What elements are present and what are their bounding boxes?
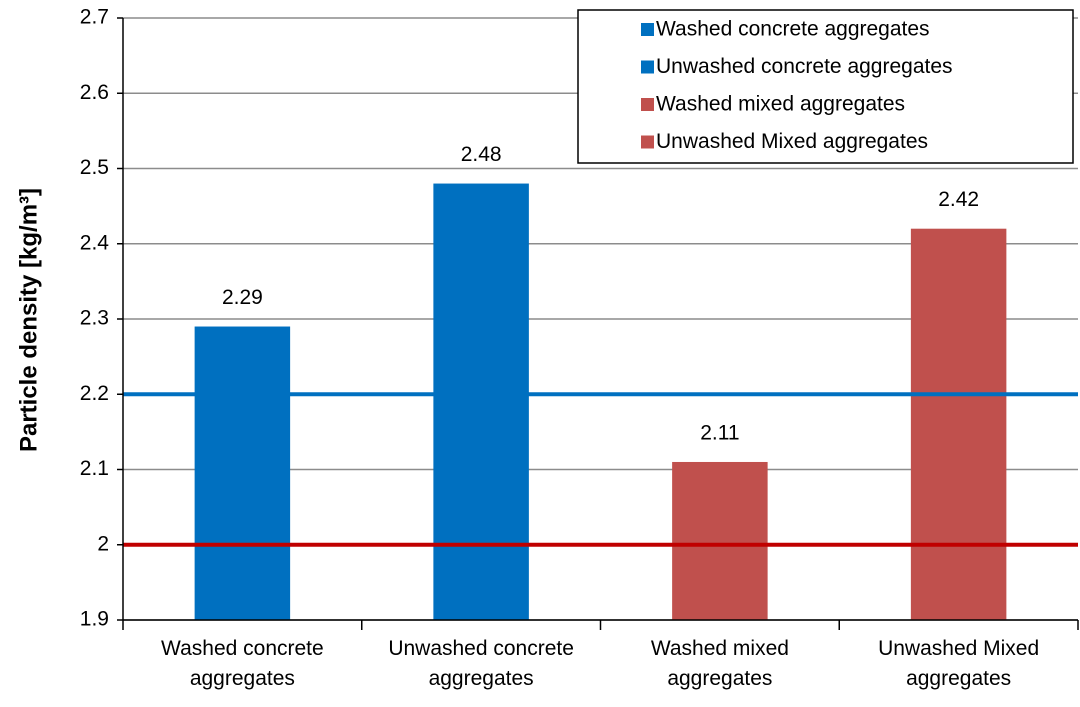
y-axis-label: Particle density [kg/m³] xyxy=(15,188,42,452)
x-tick-label: Washed concrete aggregates xyxy=(161,637,324,690)
x-tick-label-box: Unwashed concrete aggregates xyxy=(388,637,574,690)
y-tick-label: 1.9 xyxy=(80,608,109,631)
data-label: 2.48 xyxy=(461,143,502,166)
y-tick-label: 2.2 xyxy=(80,382,109,405)
legend-label: Washed mixed aggregates xyxy=(656,93,905,116)
x-tick-label: Unwashed concrete aggregates xyxy=(388,637,574,690)
x-tick-label-box: Washed mixed aggregates xyxy=(650,637,789,690)
y-tick-label: 2.3 xyxy=(80,307,109,330)
y-tick-label: 2.7 xyxy=(80,6,109,29)
bar xyxy=(194,326,291,620)
bar xyxy=(433,183,529,621)
legend-label: Washed concrete aggregates xyxy=(656,18,930,41)
y-tick-label: 2.6 xyxy=(80,81,109,104)
legend-label: Unwashed concrete aggregates xyxy=(656,55,953,78)
y-tick-label: 2 xyxy=(97,532,109,555)
legend-box xyxy=(577,9,1074,164)
x-tick-label-box: Unwashed Mixed aggregates xyxy=(878,637,1040,690)
data-label: 2.29 xyxy=(222,286,263,309)
bar xyxy=(910,228,1007,620)
y-tick-label: 2.5 xyxy=(80,156,109,179)
data-label: 2.42 xyxy=(938,188,979,211)
bar xyxy=(672,461,768,620)
legend-swatch xyxy=(641,98,654,111)
y-tick-label: 2.4 xyxy=(80,231,110,254)
x-tick-label: Unwashed Mixed aggregates xyxy=(878,637,1040,690)
y-tick-label: 2.1 xyxy=(80,457,109,480)
legend-swatch xyxy=(641,60,654,74)
legend-label: Unwashed Mixed aggregates xyxy=(656,130,928,153)
x-tick-label-box: Washed concrete aggregates xyxy=(161,637,324,690)
x-tick-label: Washed mixed aggregates xyxy=(650,637,789,690)
data-label: 2.11 xyxy=(700,422,739,445)
legend-swatch xyxy=(641,135,654,149)
legend: Washed concrete aggregates Unwashed concr… xyxy=(577,9,1074,164)
legend-swatch xyxy=(641,23,654,36)
